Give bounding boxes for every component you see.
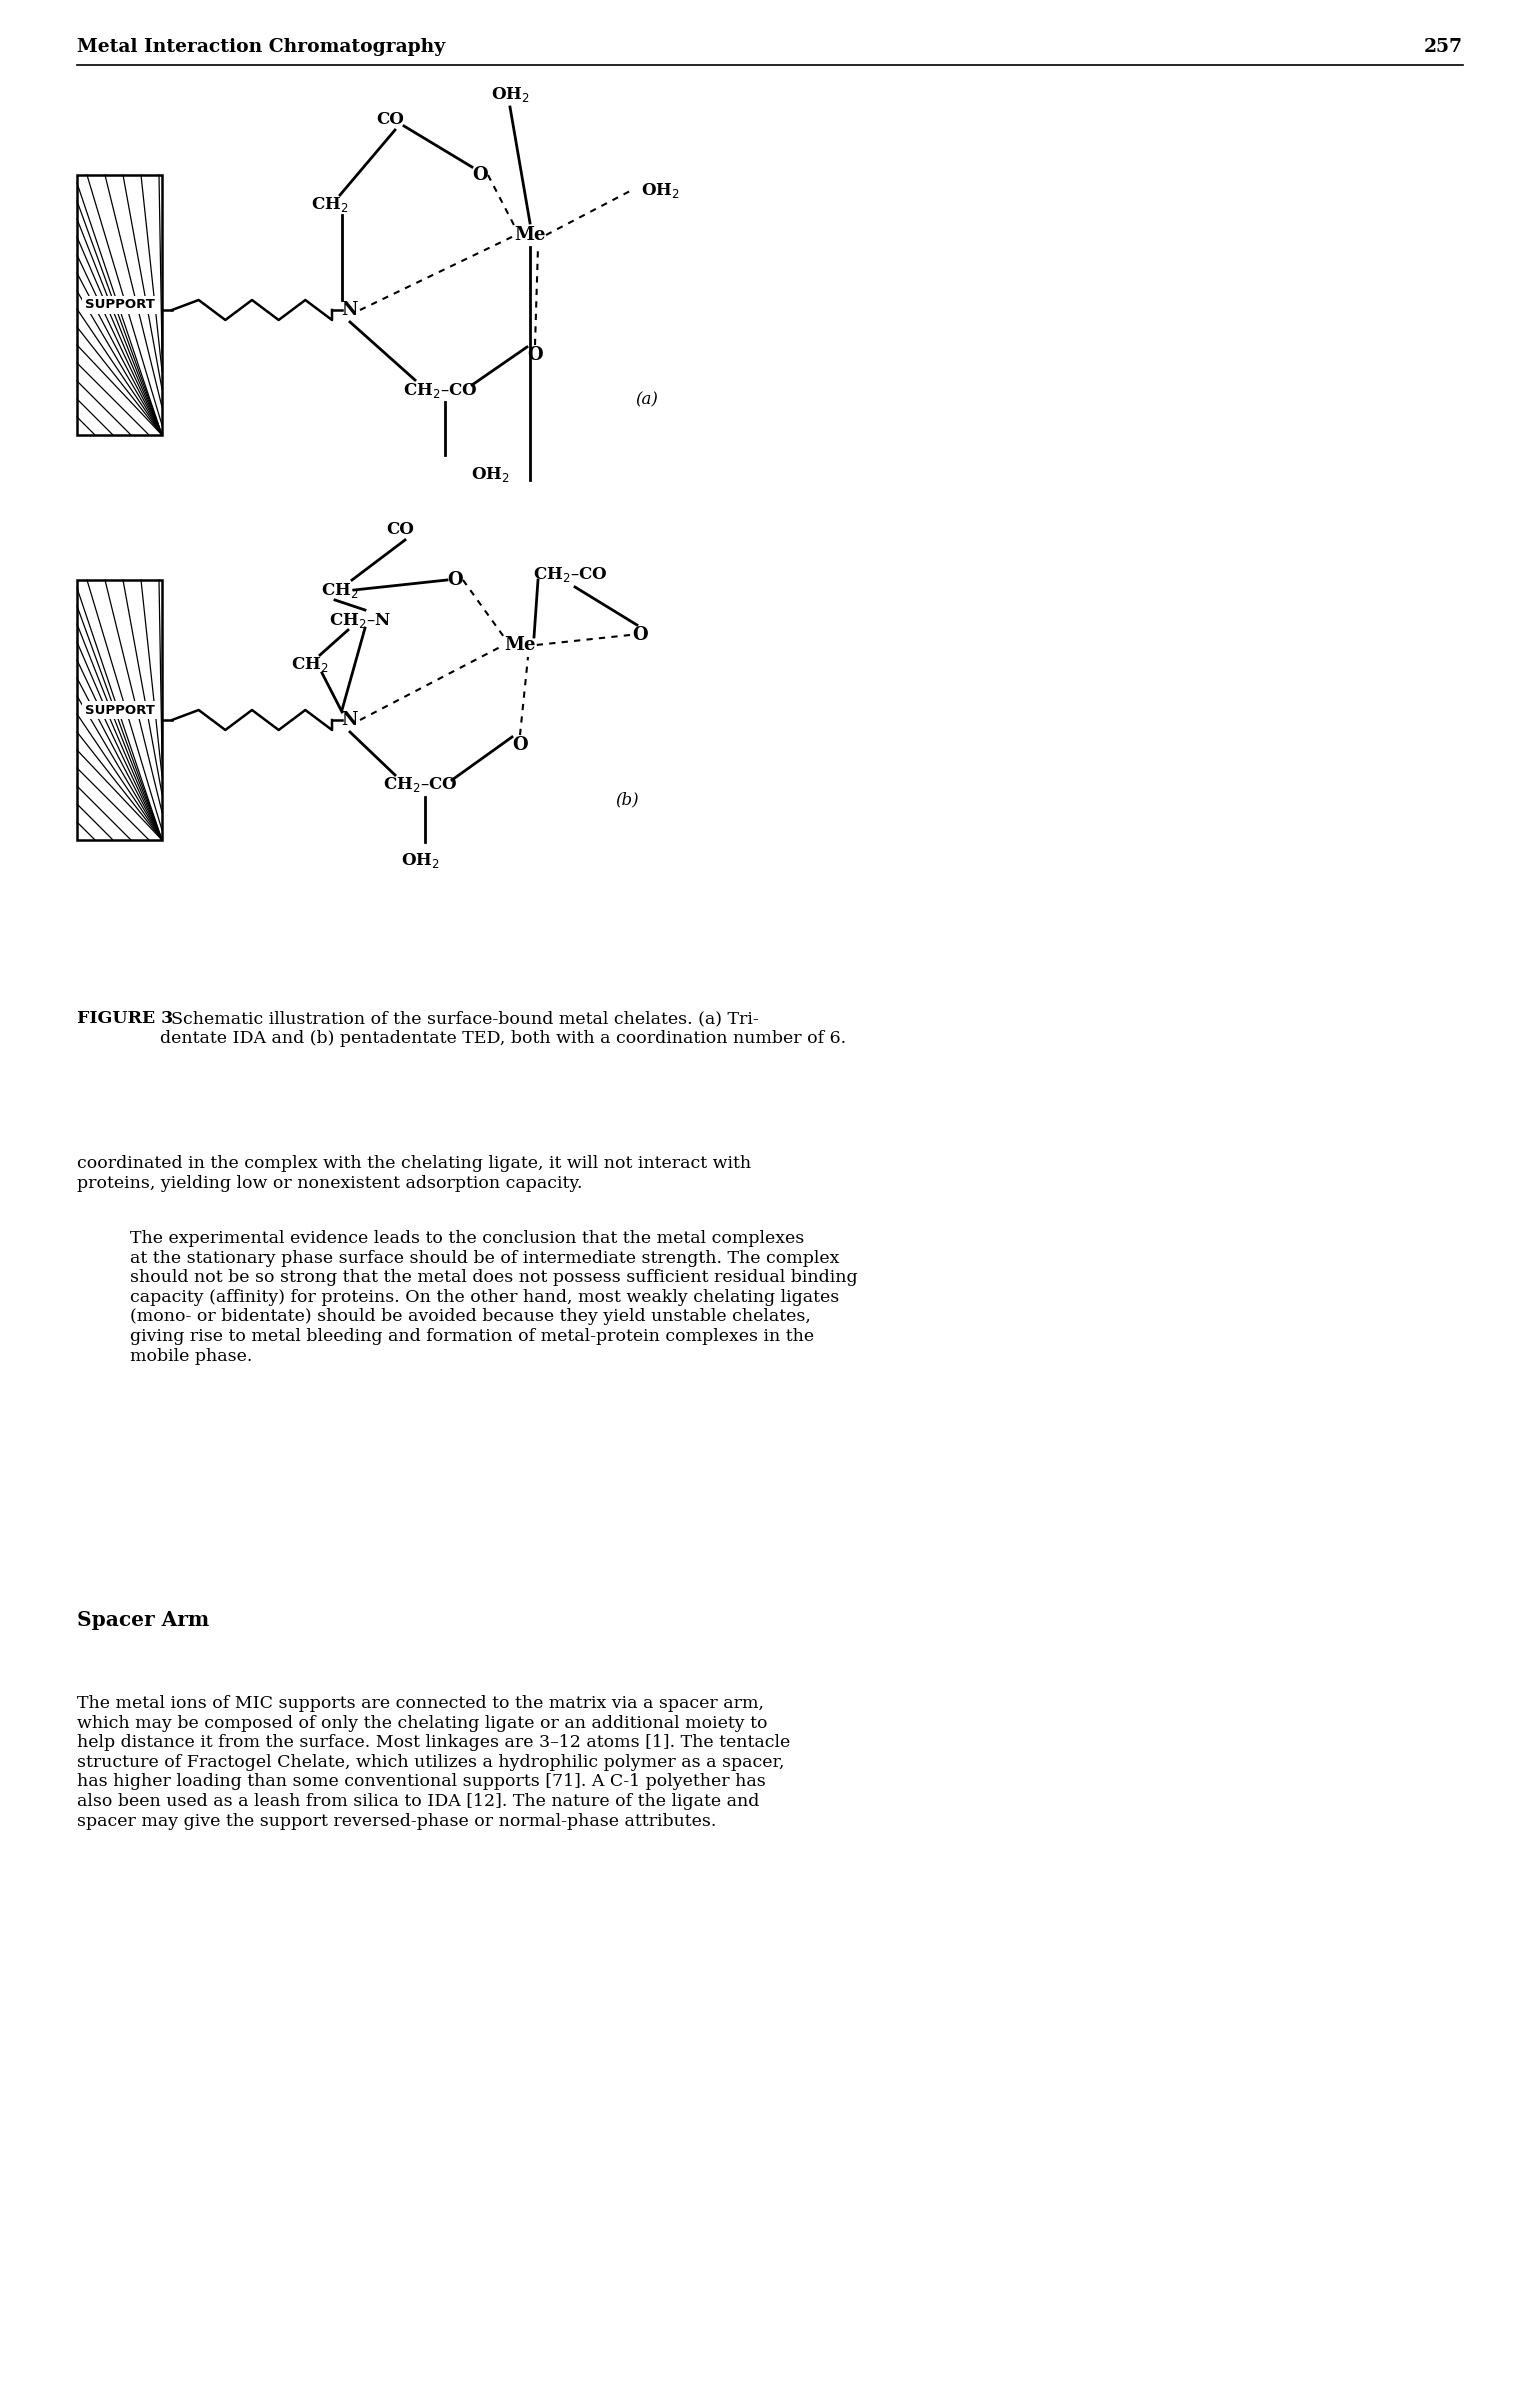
Text: CO: CO [387, 522, 414, 538]
Text: CH$_2$–CO: CH$_2$–CO [533, 565, 607, 584]
Text: 257: 257 [1424, 38, 1463, 55]
Text: OH$_2$: OH$_2$ [491, 86, 530, 105]
Text: CH$_2$: CH$_2$ [322, 581, 359, 601]
Text: O: O [527, 347, 542, 364]
Text: Me: Me [514, 225, 545, 244]
Bar [77, 175, 162, 436]
Text: O: O [513, 737, 528, 754]
Text: Spacer Arm: Spacer Arm [77, 1610, 209, 1630]
Text: (a): (a) [634, 392, 658, 409]
Text: CH$_2$–N: CH$_2$–N [330, 610, 391, 629]
Text: OH$_2$: OH$_2$ [471, 467, 510, 483]
Text: Metal Interaction Chromatography: Metal Interaction Chromatography [77, 38, 445, 55]
Text: CH$_2$–CO: CH$_2$–CO [403, 380, 477, 400]
Text: N: N [342, 711, 359, 730]
Text: O: O [633, 627, 648, 644]
Text: SUPPORT: SUPPORT [85, 299, 154, 311]
Text: O: O [473, 165, 488, 184]
Text: OH$_2$: OH$_2$ [641, 179, 679, 199]
Text: (b): (b) [614, 792, 639, 809]
Text: Me: Me [504, 637, 536, 653]
Text: The experimental evidence leads to the conclusion that the metal complexes
at th: The experimental evidence leads to the c… [129, 1230, 858, 1364]
Text: Schematic illustration of the surface-bound metal chelates. (a) Tri-
dentate IDA: Schematic illustration of the surface-bo… [160, 1010, 845, 1046]
Text: N: N [342, 302, 359, 318]
Text: OH$_2$: OH$_2$ [400, 850, 439, 869]
Text: CH$_2$: CH$_2$ [311, 196, 348, 215]
Text: CH$_2$–CO: CH$_2$–CO [383, 775, 457, 794]
Text: O: O [447, 572, 464, 589]
Text: CO: CO [376, 112, 403, 129]
Bar [77, 579, 162, 840]
Text: The metal ions of MIC supports are connected to the matrix via a spacer arm,
whi: The metal ions of MIC supports are conne… [77, 1694, 790, 1831]
Text: FIGURE 3: FIGURE 3 [77, 1010, 172, 1027]
Text: SUPPORT: SUPPORT [85, 704, 154, 716]
Text: coordinated in the complex with the chelating ligate, it will not interact with
: coordinated in the complex with the chel… [77, 1156, 752, 1192]
Text: CH$_2$: CH$_2$ [291, 656, 328, 675]
